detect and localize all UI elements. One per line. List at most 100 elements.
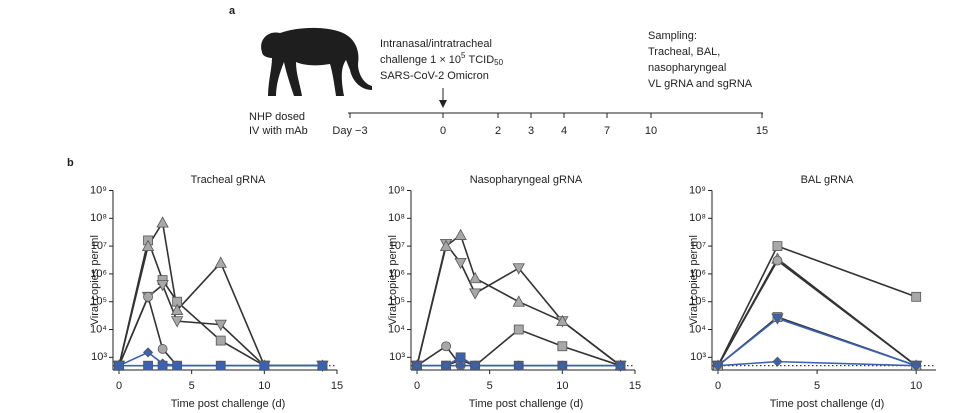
- marker: [215, 335, 226, 346]
- challenge-text: SARS-CoV-2 Omicron: [380, 70, 489, 82]
- x-tick-label: 15: [331, 380, 343, 392]
- y-tick-label: 10⁵: [90, 296, 107, 308]
- x-tick-label: 15: [629, 380, 641, 392]
- y-tick-label: 10⁷: [690, 240, 706, 252]
- y-tick-label: 10⁶: [90, 268, 107, 280]
- panel-label: a: [229, 5, 236, 17]
- y-tick-label: 10⁶: [388, 268, 405, 280]
- series-line: [717, 259, 917, 367]
- chart-title: Tracheal gRNA: [191, 174, 266, 186]
- chart-title: BAL gRNA: [801, 174, 854, 186]
- series-line: [717, 360, 917, 367]
- x-axis-label: Time post challenge (d): [469, 398, 584, 410]
- marker: [157, 360, 168, 371]
- y-tick-label: 10⁹: [689, 184, 706, 196]
- y-tick-label: 10³: [690, 351, 706, 363]
- timeline-label: 2: [495, 125, 501, 137]
- marker: [557, 360, 568, 371]
- timeline-label: 15: [756, 125, 768, 137]
- x-tick-label: 0: [414, 380, 420, 392]
- marker: [143, 347, 154, 358]
- marker: [317, 360, 328, 371]
- y-tick-label: 10⁸: [689, 212, 706, 224]
- sampling-text: nasopharyngeal: [648, 62, 726, 74]
- marker: [455, 360, 466, 371]
- x-tick-label: 5: [189, 380, 195, 392]
- marker: [557, 341, 568, 352]
- marker: [441, 341, 451, 352]
- sampling-text: VL gRNA and sgRNA: [648, 78, 753, 90]
- y-tick-label: 10³: [91, 351, 107, 363]
- y-tick-label: 10⁴: [689, 323, 706, 335]
- y-tick-label: 10⁵: [388, 296, 405, 308]
- marker: [772, 356, 783, 367]
- y-axis-label: Viral copies per ml: [688, 235, 700, 325]
- marker: [470, 360, 481, 371]
- marker: [454, 257, 467, 270]
- x-tick-label: 0: [715, 380, 721, 392]
- monkey-silhouette: [261, 27, 372, 97]
- x-axis-label: Time post challenge (d): [171, 398, 286, 410]
- y-tick-label: 10⁵: [689, 296, 706, 308]
- timeline-label: 3: [528, 125, 534, 137]
- x-axis-label: Time post challenge (d): [770, 398, 885, 410]
- marker: [215, 360, 226, 371]
- timeline-label: 4: [561, 125, 567, 137]
- x-tick-label: 10: [910, 380, 922, 392]
- dosing-text: IV with mAb: [249, 125, 308, 137]
- marker: [143, 291, 153, 302]
- marker: [512, 263, 525, 275]
- y-tick-label: 10⁸: [388, 212, 405, 224]
- marker: [411, 360, 423, 371]
- series-line: [717, 245, 917, 367]
- marker: [114, 360, 124, 371]
- y-tick-label: 10⁷: [389, 240, 405, 252]
- x-tick-label: 5: [487, 380, 493, 392]
- marker: [911, 360, 922, 371]
- challenge-text: Intranasal/intratracheal: [380, 38, 492, 50]
- marker: [170, 303, 184, 315]
- marker: [214, 319, 227, 331]
- challenge-text: challenge 1 × 105 TCID50: [380, 51, 504, 67]
- y-axis-label: Viral copies per ml: [387, 235, 399, 325]
- marker: [454, 228, 467, 240]
- marker: [172, 360, 183, 371]
- y-tick-label: 10⁸: [90, 212, 107, 224]
- y-tick-label: 10⁷: [91, 240, 107, 252]
- timeline-label: 0: [440, 125, 446, 137]
- y-axis-label: Viral copies per ml: [89, 235, 101, 325]
- y-tick-label: 10³: [389, 351, 405, 363]
- sampling-text: Sampling:: [648, 30, 697, 42]
- x-tick-label: 10: [258, 380, 270, 392]
- dosing-text: NHP dosed: [249, 111, 305, 123]
- marker: [772, 255, 783, 266]
- marker: [141, 239, 155, 252]
- marker: [439, 239, 453, 252]
- marker: [772, 241, 783, 252]
- y-tick-label: 10⁴: [90, 323, 107, 335]
- arrow-head: [439, 100, 447, 108]
- timeline-label: Day −3: [332, 125, 367, 137]
- marker: [157, 344, 168, 354]
- y-tick-label: 10⁶: [689, 268, 706, 280]
- marker: [170, 316, 184, 328]
- marker: [259, 360, 270, 371]
- marker: [513, 324, 524, 335]
- marker: [441, 360, 452, 371]
- chart-title: Nasopharyngeal gRNA: [470, 174, 583, 186]
- y-tick-label: 10⁹: [388, 184, 405, 196]
- marker: [468, 271, 482, 284]
- panel-label: b: [67, 157, 74, 169]
- marker: [143, 360, 153, 371]
- marker: [214, 256, 227, 268]
- marker: [156, 280, 169, 292]
- y-tick-label: 10⁴: [388, 323, 405, 335]
- y-tick-label: 10⁹: [90, 184, 107, 196]
- marker: [455, 352, 466, 363]
- marker: [513, 360, 524, 371]
- marker: [712, 360, 724, 371]
- x-tick-label: 0: [116, 380, 122, 392]
- timeline-label: 10: [645, 125, 657, 137]
- x-tick-label: 5: [814, 380, 820, 392]
